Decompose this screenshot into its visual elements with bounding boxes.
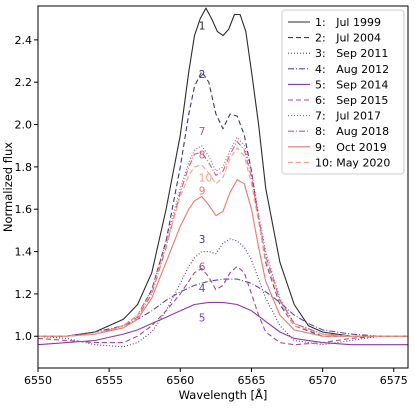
series-line-3 (37, 238, 408, 348)
x-axis-ticks: 6550 6555 6560 6565 6570 6575 (24, 368, 408, 387)
series-line-5 (37, 301, 408, 346)
series-line-8 (38, 140, 408, 337)
y-tick-label: 2.2 (15, 76, 33, 89)
x-tick-label: 6560 (166, 374, 194, 387)
y-axis-ticks: 1.0 1.2 1.4 1.6 1.8 2.0 2.2 2.4 (15, 34, 38, 343)
legend-entry-3: 3: Sep 2011 (315, 47, 388, 60)
series-line-9 (38, 179, 408, 337)
series-line-4 (38, 278, 408, 337)
x-tick-label: 6575 (380, 374, 408, 387)
curve-label-4: 4 (199, 283, 206, 295)
x-axis-label: Wavelength [Å] (179, 387, 268, 402)
curve-labels: 1 2 3 4 5 6 7 8 910 (199, 20, 212, 324)
series-line-10 (38, 147, 408, 337)
y-tick-label: 2.0 (15, 119, 33, 132)
legend-entry-6: 6: Sep 2015 (315, 94, 388, 107)
y-tick-label: 1.2 (15, 288, 33, 301)
legend-entry-1: 1: Jul 1999 (315, 16, 381, 29)
series-line-6 (37, 265, 408, 346)
x-tick-label: 6565 (237, 374, 265, 387)
curve-label-9: 9 (199, 185, 206, 197)
x-tick-label: 6555 (95, 374, 123, 387)
curve-label-7: 7 (199, 126, 206, 138)
series-line-7 (38, 136, 408, 337)
series-line-1 (38, 7, 408, 337)
curve-label-5: 5 (199, 312, 206, 324)
curve-label-8: 8 (199, 149, 206, 161)
x-tick-label: 6570 (309, 374, 337, 387)
legend-entry-8: 8: Aug 2018 (315, 125, 389, 138)
plot-frame (37, 5, 409, 369)
legend: 1: Jul 1999 2: Jul 2004 3: Sep 2011 4: Aug … (281, 9, 405, 175)
y-tick-label: 1.6 (15, 203, 33, 216)
legend-entry-4: 4: Aug 2012 (315, 63, 389, 76)
curve-label-3: 3 (199, 234, 206, 246)
y-tick-label: 1.0 (15, 330, 33, 343)
legend-entry-10: 10: May 2020 (315, 156, 390, 169)
y-axis-label: Normalized flux (1, 142, 15, 232)
curve-label-2: 2 (199, 69, 206, 81)
x-tick-label: 6550 (24, 374, 52, 387)
y-tick-label: 1.4 (15, 246, 33, 259)
legend-entry-2: 2: Jul 2004 (315, 32, 381, 45)
curve-label-10: 10 (199, 173, 212, 185)
curve-label-1: 1 (199, 20, 206, 32)
legend-box (281, 9, 405, 175)
y-tick-label: 1.8 (15, 161, 33, 174)
series-lines (37, 7, 408, 348)
legend-entry-7: 7: Jul 2017 (315, 110, 381, 123)
y-tick-label: 2.4 (15, 34, 33, 47)
legend-entry-5: 5: Sep 2014 (315, 78, 388, 91)
legend-entry-9: 9: Oct 2019 (315, 141, 387, 154)
curve-label-6: 6 (199, 262, 206, 274)
